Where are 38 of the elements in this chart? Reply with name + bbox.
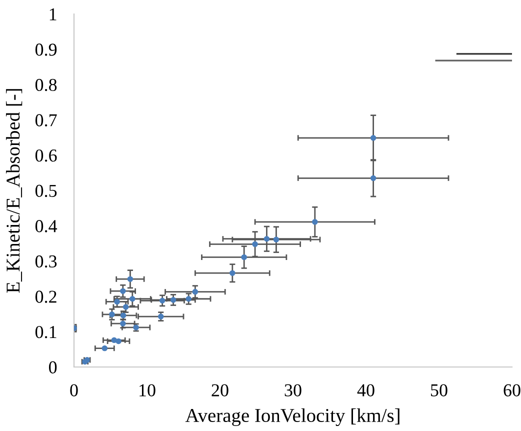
y-tick-label: 0.6 [35, 149, 57, 162]
y-tick-label: 0.9 [35, 44, 57, 56]
x-tick-label: 30 [284, 384, 302, 396]
y-tick-label: 0.2 [35, 290, 56, 303]
y-tick-label: 0.1 [35, 326, 56, 338]
y-tick-label: 0.3 [35, 255, 57, 268]
y-tick-label: 1 [50, 8, 56, 20]
x-tick-label: 40 [357, 384, 374, 396]
y-tick-label: 0.7 [35, 114, 57, 126]
point [111, 337, 118, 344]
point [158, 314, 164, 320]
point [192, 288, 198, 295]
point [252, 241, 258, 248]
point [170, 297, 176, 303]
point [120, 288, 126, 294]
y-tick-label: 0.8 [35, 78, 57, 92]
point [370, 175, 376, 182]
x-axis-title: Average IonVelocity [km/s] [185, 408, 400, 426]
x-tick-label: 0 [70, 384, 78, 396]
point [114, 298, 120, 305]
y-tick-label: 0.5 [35, 184, 57, 198]
y-tick-label: 0.4 [35, 220, 58, 232]
x-tick-label: 10 [140, 384, 156, 396]
point [312, 219, 318, 225]
point [130, 296, 136, 302]
point [370, 135, 376, 141]
point [273, 236, 280, 242]
point [127, 276, 134, 282]
point [241, 254, 247, 260]
x-tick-label: 60 [504, 384, 520, 396]
point [102, 345, 108, 352]
x-tick-label: 50 [431, 384, 448, 396]
x-tick-label: 20 [212, 384, 228, 396]
y-tick-label: 0 [48, 361, 57, 374]
point [264, 236, 270, 242]
point [230, 270, 236, 276]
y-axis-title: E_Kinetic/E_Absorbed [-] [6, 89, 22, 293]
point [116, 338, 122, 344]
